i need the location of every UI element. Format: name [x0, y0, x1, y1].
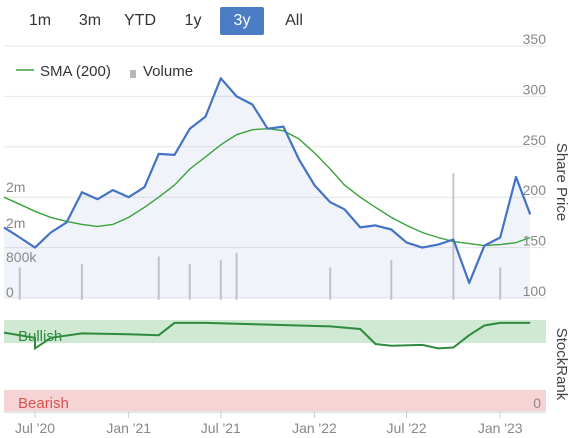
volume-axis-ticks: 0 800k 2m 2m — [6, 179, 37, 300]
x-tick-label: Jan '21 — [106, 420, 151, 436]
volume-tick-label: 2m — [6, 215, 25, 231]
legend: SMA (200) Volume — [16, 63, 193, 80]
stockrank-line — [3, 321, 531, 351]
price-axis-ticks: 100 150 200 250 300 350 — [523, 31, 547, 299]
x-tick-label: Jan '23 — [478, 420, 523, 436]
price-axis-label: Share Price — [553, 143, 570, 221]
volume-legend-swatch — [130, 70, 136, 78]
volume-bar — [18, 267, 21, 300]
range-button-all[interactable]: All — [285, 12, 303, 29]
sma-legend-label: SMA (200) — [40, 63, 111, 80]
bearish-label: Bearish — [18, 395, 69, 412]
volume-bar — [329, 267, 332, 300]
range-button-1y[interactable]: 1y — [184, 12, 202, 29]
volume-bars — [18, 173, 502, 300]
price-tick-label: 200 — [523, 182, 547, 198]
stockrank-panel: Bullish Bearish 0 StockRank — [3, 320, 570, 412]
x-tick-label: Jan '22 — [292, 420, 337, 436]
bearish-value: 0 — [533, 395, 541, 411]
range-button-3m[interactable]: 3m — [78, 12, 102, 29]
price-tick-label: 350 — [523, 31, 547, 47]
x-tick-label: Jul '20 — [15, 420, 55, 436]
range-button-3y[interactable]: 3y — [220, 7, 264, 35]
bearish-band — [4, 390, 546, 411]
volume-tick-label: 2m — [6, 179, 25, 195]
price-tick-label: 250 — [523, 132, 547, 148]
volume-bar — [80, 263, 83, 300]
bullish-label: Bullish — [18, 328, 62, 345]
price-tick-label: 150 — [523, 233, 547, 249]
x-axis-ticks: Jul '20 Jan '21 Jul '21 Jan '22 Jul '22 Jan '… — [15, 412, 523, 436]
x-tick-label: Jul '21 — [201, 420, 241, 436]
range-selector: 1m 3m YTD 1y 3y All — [0, 0, 580, 40]
volume-bar — [188, 263, 191, 300]
volume-bar — [452, 173, 455, 300]
price-line — [3, 77, 532, 284]
price-tick-label: 100 — [523, 283, 547, 299]
volume-tick-label: 0 — [6, 284, 14, 300]
price-area-fill — [4, 78, 531, 298]
stockrank-axis-label: StockRank — [553, 328, 570, 401]
volume-bar — [219, 260, 222, 300]
volume-bar — [157, 256, 160, 300]
x-tick-label: Jul '22 — [387, 420, 427, 436]
volume-legend-label: Volume — [143, 63, 193, 80]
volume-tick-label: 800k — [6, 249, 37, 265]
volume-bar — [235, 252, 238, 300]
range-button-1m[interactable]: 1m — [28, 12, 52, 29]
volume-bar — [390, 260, 393, 300]
bullish-band — [4, 320, 546, 343]
price-tick-label: 300 — [523, 81, 547, 97]
volume-bar — [499, 267, 502, 300]
range-button-ytd[interactable]: YTD — [124, 12, 156, 29]
